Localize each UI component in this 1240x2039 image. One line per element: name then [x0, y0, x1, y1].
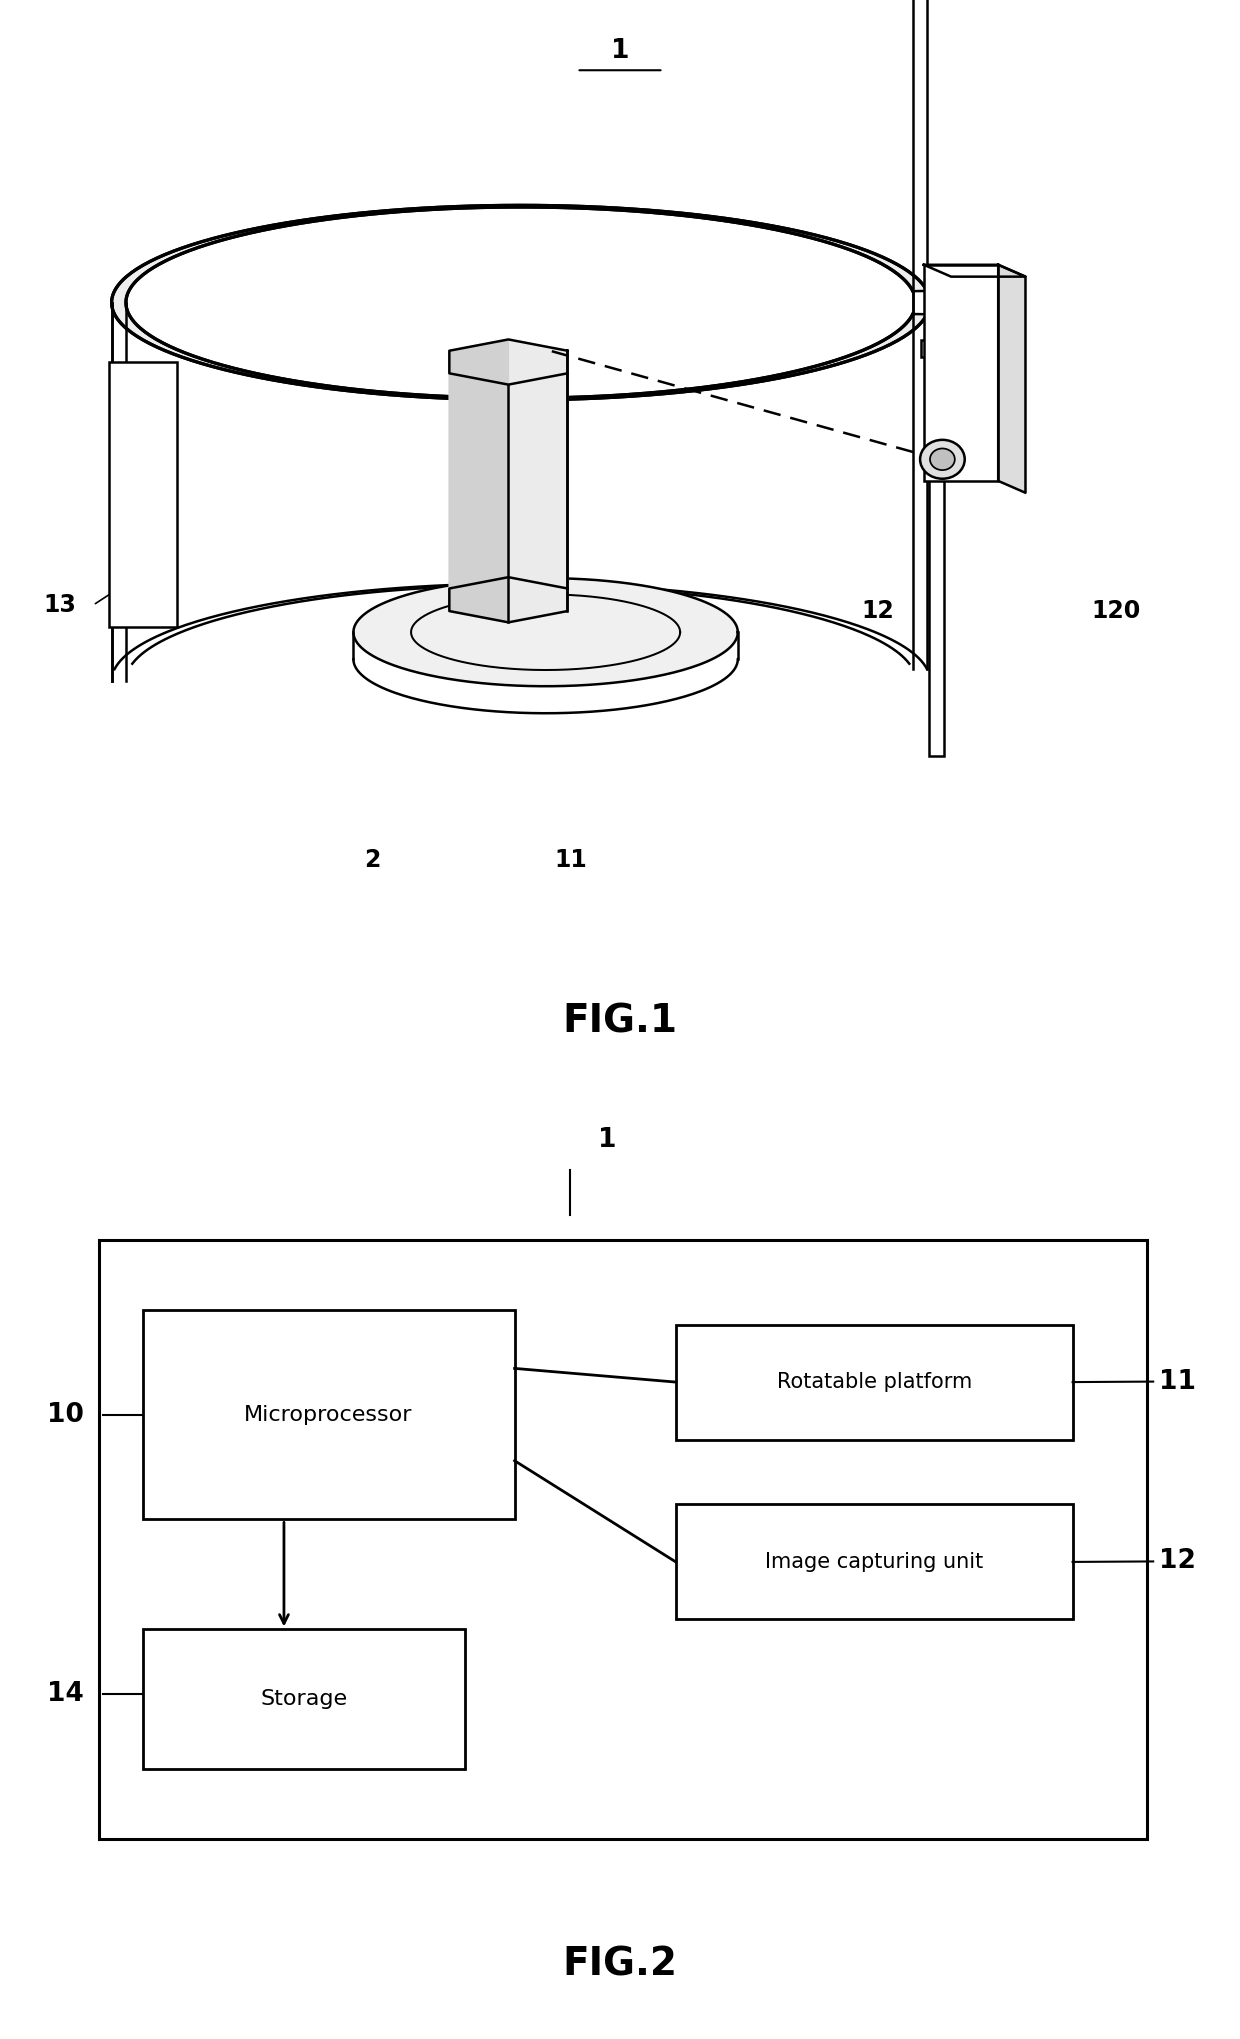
- Polygon shape: [449, 338, 568, 385]
- Text: 11: 11: [1159, 1368, 1197, 1395]
- Bar: [921, 341, 951, 357]
- Bar: [676, 1505, 1073, 1619]
- Bar: [924, 265, 998, 481]
- Text: 12: 12: [862, 599, 894, 622]
- Text: 14: 14: [47, 1682, 84, 1707]
- Bar: [143, 1309, 515, 1519]
- Text: 1: 1: [611, 39, 629, 63]
- Text: 13: 13: [43, 593, 77, 618]
- Text: 10: 10: [47, 1401, 84, 1427]
- Text: 12: 12: [1159, 1548, 1197, 1574]
- Polygon shape: [998, 265, 1025, 493]
- Text: 2: 2: [363, 848, 381, 873]
- Polygon shape: [353, 579, 738, 687]
- Text: Rotatable platform: Rotatable platform: [776, 1372, 972, 1393]
- Text: FIG.1: FIG.1: [563, 1003, 677, 1040]
- Text: 120: 120: [1091, 599, 1141, 622]
- Text: Storage: Storage: [260, 1688, 347, 1709]
- Text: 11: 11: [554, 848, 587, 873]
- Polygon shape: [449, 338, 508, 589]
- Polygon shape: [508, 338, 568, 589]
- Bar: [99, 1240, 1147, 1839]
- Text: FIG.2: FIG.2: [563, 1945, 677, 1984]
- Polygon shape: [449, 373, 508, 622]
- Circle shape: [920, 440, 965, 479]
- Bar: [109, 363, 177, 626]
- Circle shape: [930, 449, 955, 471]
- Text: 1: 1: [599, 1128, 616, 1152]
- Text: Microprocessor: Microprocessor: [244, 1405, 413, 1425]
- Bar: [143, 1629, 465, 1770]
- Polygon shape: [508, 373, 568, 622]
- Text: Image capturing unit: Image capturing unit: [765, 1552, 983, 1572]
- Bar: [929, 347, 944, 756]
- Polygon shape: [112, 206, 928, 400]
- Bar: [676, 1325, 1073, 1440]
- Polygon shape: [924, 265, 1025, 277]
